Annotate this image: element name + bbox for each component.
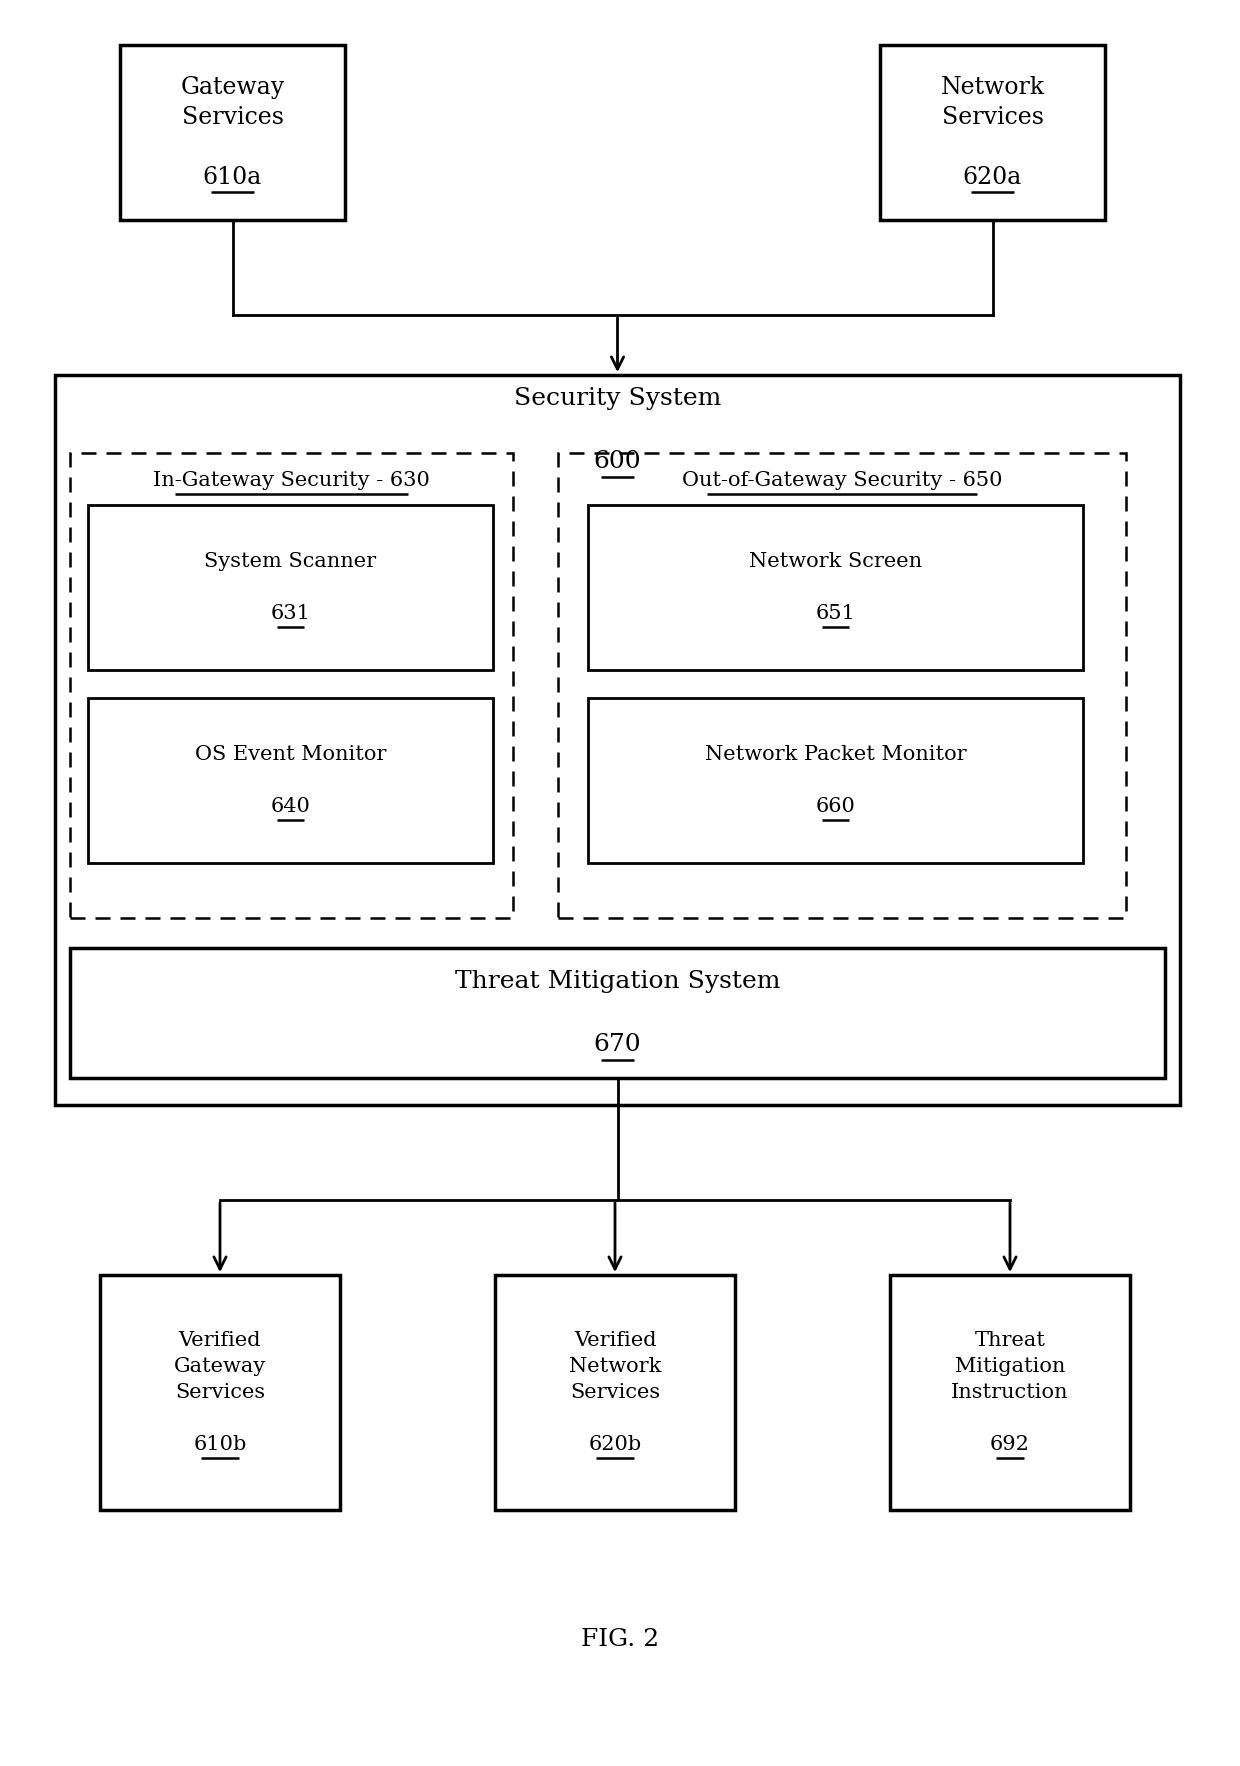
- Text: Services: Services: [181, 106, 284, 129]
- Text: 620a: 620a: [963, 166, 1022, 189]
- Text: OS Event Monitor: OS Event Monitor: [195, 745, 386, 763]
- Text: 600: 600: [594, 450, 641, 473]
- Text: 670: 670: [594, 1033, 641, 1056]
- Bar: [495, 1275, 735, 1510]
- Bar: [88, 505, 494, 669]
- Text: Mitigation: Mitigation: [955, 1356, 1065, 1376]
- Bar: [558, 454, 1126, 918]
- Bar: [69, 454, 513, 918]
- Text: Services: Services: [570, 1383, 660, 1402]
- Text: Instruction: Instruction: [951, 1383, 1069, 1402]
- Bar: [69, 948, 1166, 1077]
- Text: 620b: 620b: [589, 1436, 641, 1455]
- Text: Network Screen: Network Screen: [749, 551, 923, 570]
- Text: Verified: Verified: [574, 1330, 656, 1349]
- Bar: [880, 44, 1105, 221]
- Text: Out-of-Gateway Security - 650: Out-of-Gateway Security - 650: [682, 472, 1002, 491]
- Text: Gateway: Gateway: [180, 76, 285, 99]
- Bar: [588, 505, 1083, 669]
- Text: Network Packet Monitor: Network Packet Monitor: [704, 745, 966, 763]
- Text: 660: 660: [816, 796, 856, 816]
- Text: FIG. 2: FIG. 2: [580, 1628, 660, 1651]
- Text: Threat: Threat: [975, 1330, 1045, 1349]
- Text: Network: Network: [940, 76, 1044, 99]
- Text: 692: 692: [990, 1436, 1030, 1455]
- Text: Threat Mitigation System: Threat Mitigation System: [455, 970, 780, 992]
- Text: 640: 640: [270, 796, 310, 816]
- Text: Verified: Verified: [179, 1330, 262, 1349]
- Text: Gateway: Gateway: [174, 1356, 267, 1376]
- Text: System Scanner: System Scanner: [205, 551, 377, 570]
- Text: 651: 651: [816, 604, 856, 623]
- Text: 631: 631: [270, 604, 310, 623]
- Bar: [88, 698, 494, 864]
- Text: 610b: 610b: [193, 1436, 247, 1455]
- Bar: [100, 1275, 340, 1510]
- Text: Network: Network: [569, 1356, 661, 1376]
- Text: Services: Services: [941, 106, 1044, 129]
- Text: 610a: 610a: [203, 166, 262, 189]
- Text: In-Gateway Security - 630: In-Gateway Security - 630: [153, 472, 430, 491]
- Bar: [120, 44, 345, 221]
- Bar: [890, 1275, 1130, 1510]
- Text: Services: Services: [175, 1383, 265, 1402]
- Bar: [588, 698, 1083, 864]
- Text: Security System: Security System: [513, 387, 722, 410]
- Bar: [55, 374, 1180, 1106]
